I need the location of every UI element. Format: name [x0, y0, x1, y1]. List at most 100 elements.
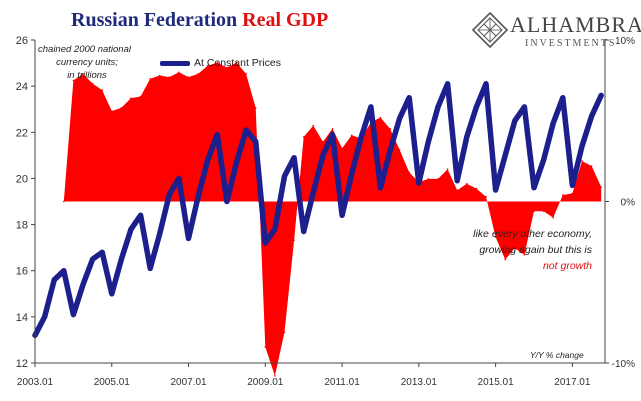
units-note: chained 2000 national currency units; in… [38, 43, 136, 82]
yoy-point [72, 79, 75, 82]
gdp-point [571, 184, 574, 187]
yoy-point [437, 178, 439, 180]
yoy-area [63, 62, 602, 376]
yoy-point [226, 66, 228, 69]
gdp-point [436, 105, 440, 109]
left-tick-label: 20 [16, 173, 28, 185]
chart-title: Russian Federation Real GDP [71, 9, 328, 32]
gdp-point [504, 154, 507, 157]
gdp-point [53, 278, 56, 282]
yoy-point [187, 76, 190, 78]
yoy-point [341, 147, 343, 149]
alhambra-logo: ALHAMBRA INVESTMENTS [472, 12, 641, 56]
yoy-point [130, 97, 132, 99]
annotation: like every other economy, growing again … [440, 226, 592, 274]
legend-label: At Constant Prices [194, 57, 281, 69]
yoy-point [91, 82, 94, 85]
yoy-point [475, 187, 478, 190]
gdp-point [225, 200, 229, 203]
annotation-line-2: growing again but this is [479, 244, 592, 256]
gdp-point [561, 96, 564, 99]
left-tick-label: 22 [16, 127, 28, 139]
right-axis-label: Y/Y % change [530, 350, 584, 360]
gdp-line-series [32, 81, 604, 339]
gdp-point [72, 313, 75, 316]
yoy-point [283, 331, 286, 334]
left-tick-label: 26 [16, 35, 28, 47]
gdp-point [590, 114, 593, 118]
x-tick-label: 2005.01 [94, 377, 131, 388]
gdp-point [398, 117, 401, 120]
gdp-point [283, 174, 286, 178]
gdp-point [379, 186, 382, 189]
gdp-point [388, 149, 392, 152]
yoy-point [600, 186, 602, 188]
yoy-point [542, 210, 545, 212]
yoy-point [331, 128, 334, 130]
x-tick-label: 2015.01 [478, 377, 515, 388]
gdp-point [254, 140, 257, 143]
gdp-point [168, 193, 171, 196]
yoy-point [523, 254, 526, 256]
yoy-point [216, 61, 219, 64]
yoy-point [168, 76, 171, 78]
yoy-point [379, 116, 382, 119]
yoy-point [350, 134, 353, 137]
yoy-point [82, 73, 84, 75]
gdp-point [177, 177, 181, 180]
yoy-point [590, 165, 593, 167]
units-line-3: in trillions [67, 70, 107, 81]
gdp-point [340, 214, 344, 217]
annotation-line-1: like every other economy, [473, 228, 592, 240]
yoy-point [178, 71, 180, 74]
yoy-point [322, 140, 324, 143]
gdp-point [101, 251, 104, 254]
yoy-point [427, 178, 430, 180]
yoy-point [149, 78, 151, 80]
gdp-point [235, 161, 238, 164]
gdp-point [456, 179, 459, 182]
gdp-point [532, 186, 536, 189]
right-tick-label: 10% [615, 36, 635, 47]
gdp-point [331, 133, 334, 136]
yoy-point [197, 73, 199, 75]
x-tick-label: 2013.01 [401, 377, 438, 388]
gdp-point [552, 121, 555, 125]
gdp-point [120, 258, 123, 261]
gdp-point [475, 105, 478, 109]
x-tick-label: 2007.01 [170, 377, 207, 388]
gdp-point [513, 119, 516, 123]
right-tick-label: -10% [612, 359, 635, 370]
yoy-point [466, 182, 468, 185]
gdp-point [542, 158, 545, 162]
units-line-2: currency units; [56, 57, 118, 68]
yoy-point [485, 195, 487, 198]
yoy-point [398, 149, 401, 151]
left-tick-label: 24 [16, 81, 28, 93]
gdp-point [62, 269, 65, 272]
diamond-lattice-icon [472, 12, 508, 48]
yoy-point [571, 192, 574, 195]
left-tick-label: 14 [16, 312, 28, 324]
gdp-point [196, 195, 200, 199]
gdp-point [484, 82, 488, 86]
annotation-line-3: not growth [542, 260, 592, 272]
yoy-point [533, 210, 535, 212]
gdp-point [43, 315, 46, 319]
units-line-1: chained 2000 national [38, 44, 131, 55]
gdp-point [312, 191, 315, 194]
x-tick-label: 2009.01 [247, 377, 284, 388]
gdp-point [206, 158, 209, 162]
legend-swatch [160, 60, 190, 66]
left-tick-label: 18 [16, 220, 28, 232]
yoy-area-series [63, 61, 602, 377]
gdp-point [494, 188, 497, 192]
right-tick-label: 0% [621, 198, 636, 209]
gdp-point [149, 267, 152, 270]
left-tick-label: 16 [16, 266, 28, 278]
gdp-point [91, 258, 94, 261]
axes: 12 14 16 18 20 22 24 26 -10% 0% 10% 2003.01 2005.01 2… [16, 35, 635, 388]
gdp-point [110, 292, 114, 295]
yoy-point [456, 189, 459, 191]
